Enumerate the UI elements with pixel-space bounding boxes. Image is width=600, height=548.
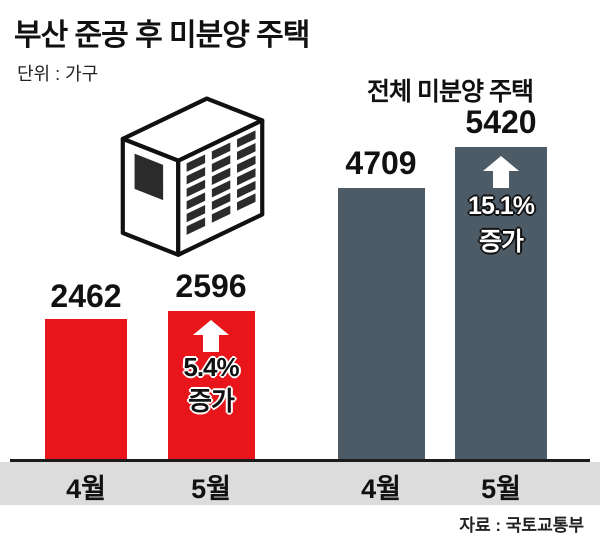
up-arrow-icon — [483, 156, 519, 188]
value-label-total-may: 5420 — [465, 104, 537, 140]
apartment-building-icon — [106, 80, 274, 275]
x-axis-line — [10, 459, 590, 462]
source-label: 자료 : 국토교통부 — [459, 516, 584, 535]
bar-completed-april — [45, 319, 127, 462]
month-label-completed-april: 4월 — [66, 474, 106, 504]
month-label-total-april: 4월 — [361, 474, 401, 504]
bar-total-may — [455, 147, 547, 462]
annotation-percent-red: 5.4% — [183, 352, 239, 382]
month-label-completed-may: 5월 — [191, 474, 231, 504]
annotation-percent-slate: 15.1% — [468, 192, 535, 220]
annotation-label-slate: 증가 — [478, 228, 524, 256]
up-arrow-icon — [193, 320, 229, 352]
annotation-label-red: 증가 — [188, 386, 235, 416]
value-label-total-april: 4709 — [345, 145, 417, 181]
bar-total-april — [338, 188, 425, 462]
right-chart-title: 전체 미분양 주택 — [367, 78, 534, 106]
value-label-completed-april: 2462 — [50, 278, 122, 314]
unit-label: 단위 : 가구 — [17, 64, 99, 84]
month-label-total-may: 5월 — [481, 474, 521, 504]
value-label-completed-may: 2596 — [175, 268, 247, 304]
page-title: 부산 준공 후 미분양 주택 — [14, 19, 310, 52]
month-band — [0, 462, 600, 505]
